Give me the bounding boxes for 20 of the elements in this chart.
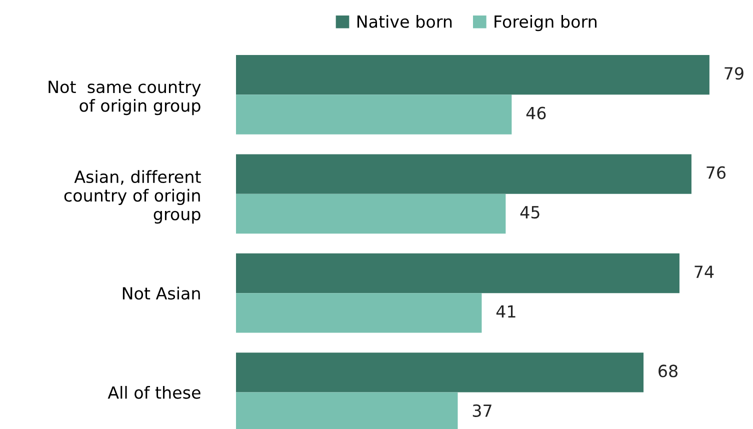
data-label: 74 [694,266,714,278]
data-label: 46 [526,106,546,120]
y-tick-label: Not Asian [122,286,200,300]
y-tick-label: Asian, different country of origin group [64,170,201,224]
data-label: 45 [520,206,540,219]
y-tick-label: All of these [108,386,200,399]
bar [236,94,512,134]
bar [236,194,506,234]
bar [236,253,680,294]
data-label: 68 [658,364,678,378]
bar [236,293,482,333]
bar [236,55,710,95]
data-label: 79 [724,67,744,80]
bar [236,154,692,194]
data-label: 76 [706,166,726,179]
data-label: 37 [472,404,492,417]
legend-label: Native born [357,15,452,28]
data-label: 41 [496,305,516,318]
legend-label: Foreign born [494,15,596,32]
y-tick-label: Not same country of origin group [48,80,201,116]
